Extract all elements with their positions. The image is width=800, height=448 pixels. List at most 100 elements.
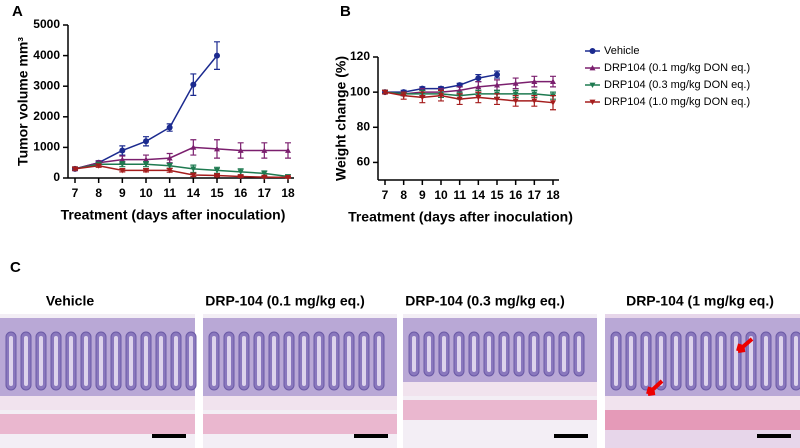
x-tick-label: 8 xyxy=(95,186,102,200)
crypt-lumen xyxy=(39,336,43,386)
x-axis-title: Treatment (days after inoculation) xyxy=(348,209,573,225)
x-tick-label: 17 xyxy=(258,186,272,200)
crypt-lumen xyxy=(144,336,148,386)
marker xyxy=(400,93,407,99)
x-tick-label: 14 xyxy=(187,186,201,200)
marker xyxy=(550,78,556,84)
marker xyxy=(190,144,197,150)
image-title: Vehicle xyxy=(46,293,94,309)
marker xyxy=(214,145,220,152)
crypt-lumen xyxy=(779,336,783,386)
crypt-lumen xyxy=(472,336,476,372)
x-tick-label: 18 xyxy=(546,188,560,202)
y-axis-title: Tumor volume mm³ xyxy=(15,37,31,166)
crypt-lumen xyxy=(189,336,193,386)
y-tick-label: 1000 xyxy=(33,140,60,154)
crypt-lumen xyxy=(114,336,118,386)
crypt-lumen xyxy=(577,336,581,372)
y-tick-label: 120 xyxy=(350,49,370,63)
marker xyxy=(456,96,463,103)
panel-label: A xyxy=(12,3,23,20)
marker xyxy=(119,167,126,174)
crypt-lumen xyxy=(362,336,366,386)
crypt-lumen xyxy=(347,336,351,386)
submucosa xyxy=(605,396,800,410)
crypt-lumen xyxy=(704,336,708,386)
marker xyxy=(531,98,538,104)
marker xyxy=(237,174,244,180)
marker xyxy=(166,163,173,169)
x-tick-label: 10 xyxy=(434,188,448,202)
marker xyxy=(550,100,556,106)
y-tick-label: 3000 xyxy=(33,78,60,92)
marker xyxy=(382,89,388,96)
marker xyxy=(119,156,126,163)
series-line xyxy=(74,165,289,179)
marker xyxy=(261,147,268,153)
y-tick-label: 80 xyxy=(357,119,371,133)
marker xyxy=(531,91,538,97)
y-tick-label: 5000 xyxy=(33,17,60,31)
crypt-lumen xyxy=(54,336,58,386)
crypt-lumen xyxy=(129,336,133,386)
crypt-lumen xyxy=(674,336,678,386)
crypt-lumen xyxy=(427,336,431,372)
crypt-lumen xyxy=(212,336,216,386)
x-tick-label: 9 xyxy=(119,186,126,200)
crypt-lumen xyxy=(257,336,261,386)
marker xyxy=(589,99,596,105)
x-tick-label: 18 xyxy=(281,186,295,200)
x-tick-label: 10 xyxy=(139,186,153,200)
marker xyxy=(475,95,482,101)
marker xyxy=(214,167,220,174)
marker xyxy=(190,172,197,178)
crypt-lumen xyxy=(159,336,163,386)
legend-label: Vehicle xyxy=(604,45,639,57)
legend-label: DRP104 (1.0 mg/kg DON eq.) xyxy=(604,96,750,108)
crypt-lumen xyxy=(734,336,738,386)
crypt-lumen xyxy=(174,336,178,386)
scale-bar xyxy=(354,434,388,438)
image-title: DRP-104 (1 mg/kg eq.) xyxy=(626,293,774,309)
crypt-lumen xyxy=(242,336,246,386)
marker xyxy=(512,80,519,86)
muscle xyxy=(403,400,597,420)
x-tick-label: 9 xyxy=(419,188,426,202)
marker xyxy=(475,83,482,90)
x-tick-label: 7 xyxy=(382,188,389,202)
image-title: DRP-104 (0.3 mg/kg eq.) xyxy=(405,293,565,309)
marker xyxy=(261,174,268,181)
x-tick-label: 15 xyxy=(210,186,224,200)
crypt-lumen xyxy=(9,336,13,386)
submucosa xyxy=(403,382,597,396)
crypt-lumen xyxy=(317,336,321,386)
marker xyxy=(166,155,173,161)
y-tick-label: 0 xyxy=(53,170,60,184)
crypt-lumen xyxy=(442,336,446,372)
crypt-lumen xyxy=(562,336,566,372)
x-tick-label: 11 xyxy=(163,186,176,200)
marker xyxy=(494,96,500,103)
crypt-lumen xyxy=(614,336,618,386)
submucosa xyxy=(0,396,195,410)
marker xyxy=(531,78,538,84)
crypt-lumen xyxy=(227,336,231,386)
crypt-lumen xyxy=(794,336,798,386)
marker xyxy=(589,48,596,54)
marker xyxy=(285,147,291,153)
scale-bar xyxy=(554,434,588,438)
scale-bar xyxy=(757,434,791,438)
series-line xyxy=(384,80,553,95)
histology-panels xyxy=(0,314,800,448)
marker xyxy=(237,169,244,175)
marker xyxy=(190,81,197,88)
muscle xyxy=(0,414,195,434)
panel-label: C xyxy=(10,259,21,276)
marker xyxy=(494,82,500,88)
crypt-lumen xyxy=(749,336,753,386)
crypt-lumen xyxy=(69,336,73,386)
marker xyxy=(119,147,126,154)
crypt-lumen xyxy=(629,336,633,386)
crypt-lumen xyxy=(517,336,521,372)
